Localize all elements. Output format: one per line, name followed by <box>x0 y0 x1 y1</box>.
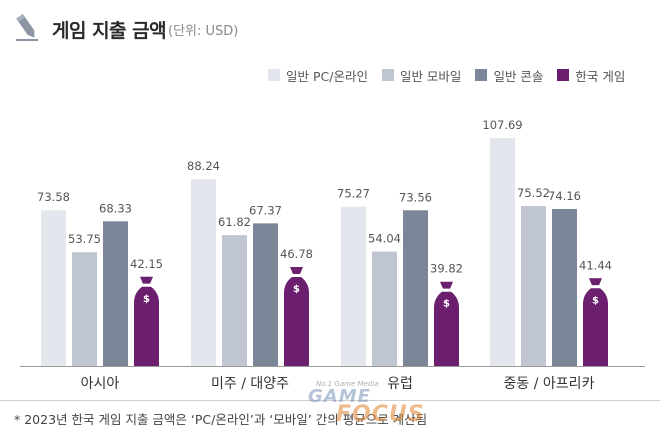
money-bag-bar: $ <box>583 278 608 366</box>
bar <box>284 276 309 366</box>
bar <box>434 291 459 366</box>
legend-item: 한국 게임 <box>557 66 625 85</box>
data-label: 39.82 <box>430 262 463 276</box>
legend-label: 한국 게임 <box>575 68 626 84</box>
data-label: 107.69 <box>482 118 522 132</box>
category-label: 중동 / 아프리카 <box>504 376 595 392</box>
bar <box>583 288 608 366</box>
bar <box>134 286 159 366</box>
footnote-text: * 2023년 한국 게임 지출 금액은 ‘PC/온라인’과 ‘모바일’ 간의 … <box>14 412 428 427</box>
legend-label: 일반 콘솔 <box>493 68 544 84</box>
bar <box>372 251 397 366</box>
money-bag-tie <box>590 285 601 288</box>
bar <box>253 223 278 366</box>
data-label: 75.52 <box>517 186 550 200</box>
legend-label: 일반 PC/온라인 <box>286 68 368 84</box>
watermark-focus: FOCUS <box>336 402 425 427</box>
data-label: 67.37 <box>249 203 282 217</box>
legend-swatch <box>475 69 488 81</box>
category-label: 유럽 <box>387 376 413 392</box>
category-label: 미주 / 대양주 <box>211 376 289 392</box>
dollar-sign-icon: $ <box>143 294 150 305</box>
bar <box>72 252 97 366</box>
money-bag-bar: $ <box>284 266 309 366</box>
data-label: 41.44 <box>579 258 612 272</box>
watermark-game: GAME <box>308 386 371 407</box>
data-label: 53.75 <box>68 232 101 246</box>
money-bag-tie <box>291 273 302 277</box>
data-label: 73.58 <box>37 190 70 204</box>
bar <box>490 138 515 366</box>
data-label: 46.78 <box>280 247 313 261</box>
bar <box>521 206 546 366</box>
money-bag-tie <box>441 288 452 292</box>
money-bag-icon <box>290 266 303 274</box>
money-bag-icon <box>589 278 602 286</box>
bar <box>103 221 128 366</box>
data-label: 54.04 <box>368 232 401 246</box>
data-label: 88.24 <box>187 159 220 173</box>
watermark-logo: No.1 Game Media GAME FOCUS <box>308 380 424 430</box>
data-label: 61.82 <box>218 215 251 229</box>
pencil-icon <box>16 14 38 41</box>
category-label: 아시아 <box>81 376 120 392</box>
money-bag-icon <box>440 281 453 289</box>
watermark-tagline: No.1 Game Media <box>316 380 379 388</box>
dollar-sign-icon: $ <box>443 299 450 310</box>
chart-header: 게임 지출 금액 (단위: USD) <box>10 10 650 46</box>
legend-swatch <box>381 69 394 81</box>
legend-label: 일반 모바일 <box>399 68 462 84</box>
legend-swatch <box>268 69 280 81</box>
legend-item: 일반 모바일 <box>381 66 462 85</box>
chart-legend: 일반 PC/온라인 일반 모바일 일반 콘솔 한국 게임 <box>268 66 658 84</box>
legend-item: 일반 콘솔 <box>475 66 543 85</box>
chart-title: 게임 지출 금액 <box>52 20 167 42</box>
bar <box>41 210 66 366</box>
footnote-bar: * 2023년 한국 게임 지출 금액은 ‘PC/온라인’과 ‘모바일’ 간의 … <box>0 400 660 441</box>
bar <box>403 210 428 366</box>
money-bag-bar: $ <box>134 276 159 366</box>
data-label: 74.16 <box>548 189 581 203</box>
money-bag-bar: $ <box>434 281 459 366</box>
bar <box>552 208 577 366</box>
bar <box>191 179 216 366</box>
data-label: 73.56 <box>399 190 432 204</box>
dollar-sign-icon: $ <box>592 295 599 306</box>
chart-unit-label: (단위: USD) <box>168 24 239 39</box>
legend-item: 일반 PC/온라인 <box>268 66 368 85</box>
money-bag-tie <box>141 283 152 287</box>
data-label: 42.15 <box>130 257 163 271</box>
legend-swatch <box>557 69 570 81</box>
data-label: 75.27 <box>337 187 370 201</box>
money-bag-icon <box>140 276 153 284</box>
dollar-sign-icon: $ <box>293 284 300 295</box>
data-label: 68.33 <box>99 201 132 215</box>
bar <box>341 206 366 366</box>
bar <box>222 235 247 366</box>
